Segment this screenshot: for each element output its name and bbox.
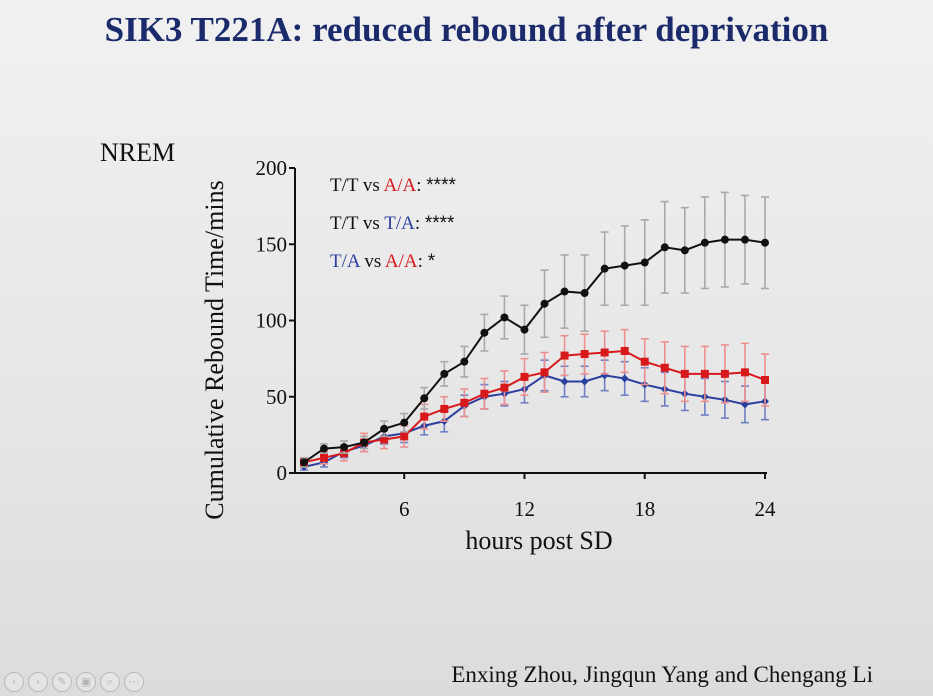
legend-group-b: A/A [383, 175, 417, 196]
zoom-icon[interactable]: ⌕ [100, 672, 120, 692]
data-point-ta [580, 377, 589, 386]
slideshow-toolbar: ‹ › ✎ ▣ ⌕ ⋯ [4, 672, 144, 692]
data-point-tt [400, 418, 409, 427]
data-point-tt [580, 289, 589, 298]
x-axis-label: hours post SD [465, 526, 613, 555]
data-point-aa [761, 375, 769, 384]
legend-significance: * [427, 251, 436, 272]
data-point-aa [420, 412, 429, 421]
legend-group-a: T/T [330, 213, 359, 234]
legend-group-b: A/A [384, 251, 418, 272]
data-point-tt [320, 444, 329, 453]
data-point-tt [300, 458, 308, 467]
legend-entry-ta-vs-aa: T/A vs A/A: * [330, 251, 436, 272]
data-point-tt [360, 438, 369, 447]
data-point-aa [680, 369, 689, 378]
data-point-aa [600, 348, 609, 357]
data-point-tt [761, 238, 769, 247]
x-tick-label: 24 [755, 497, 777, 521]
x-tick-label: 18 [634, 497, 655, 521]
legend-entry-tt-vs-aa: T/T vs A/A: **** [330, 175, 456, 196]
data-point-tt [700, 238, 709, 247]
data-point-tt [560, 287, 569, 296]
y-tick-label: 50 [266, 385, 287, 409]
data-point-tt [440, 369, 449, 378]
legend-significance: **** [426, 175, 456, 196]
data-point-tt [660, 243, 669, 252]
data-point-aa [620, 347, 629, 355]
data-point-tt [380, 424, 389, 433]
legend-group-a: T/A [330, 251, 360, 272]
y-tick-label: 0 [277, 461, 288, 485]
legend-group-b: T/A [384, 213, 415, 234]
series-line-aa [303, 349, 766, 464]
data-point-tt [340, 443, 349, 452]
data-point-aa [720, 369, 729, 378]
data-point-tt [680, 246, 689, 255]
legend-vs: vs [364, 251, 382, 272]
data-point-aa [380, 435, 389, 444]
data-point-tt [520, 325, 529, 334]
data-point-ta [740, 400, 749, 409]
data-point-aa [520, 372, 529, 381]
screen-icon[interactable]: ▣ [76, 672, 96, 692]
data-point-tt [420, 394, 429, 403]
legend-significance: **** [424, 213, 455, 234]
data-point-aa [580, 350, 589, 359]
data-point-aa [480, 389, 489, 398]
legend-vs: vs [362, 175, 380, 196]
data-point-tt [540, 299, 549, 308]
data-point-aa [740, 368, 749, 377]
data-point-aa [500, 383, 509, 392]
series-line-ta [303, 374, 766, 468]
data-point-tt [740, 235, 749, 244]
data-point-aa [640, 357, 649, 366]
previous-icon[interactable]: ‹ [4, 672, 24, 692]
data-point-ta [620, 374, 629, 383]
data-point-aa [440, 404, 449, 413]
data-point-aa [540, 368, 549, 377]
data-point-aa [320, 453, 329, 462]
data-point-aa [660, 363, 669, 372]
data-point-ta [560, 377, 569, 386]
y-tick-label: 100 [256, 309, 288, 333]
author-credits: Enxing Zhou, Jingqun Yang and Chengang L… [451, 662, 873, 687]
x-tick-label: 6 [399, 497, 410, 521]
legend-vs: vs [362, 213, 380, 234]
data-point-tt [620, 261, 629, 270]
y-tick-label: 150 [256, 232, 288, 256]
next-icon[interactable]: › [28, 672, 48, 692]
y-tick-label: 200 [256, 156, 288, 180]
data-point-aa [560, 351, 569, 360]
slide-title: SIK3 T221A: reduced rebound after depriv… [104, 10, 829, 49]
data-point-aa [700, 369, 709, 378]
data-point-tt [460, 357, 469, 366]
data-point-tt [640, 258, 649, 267]
chart-panel-label: NREM [100, 138, 176, 167]
data-point-aa [400, 432, 409, 441]
data-point-tt [720, 235, 729, 244]
chart-legend: T/T vs A/A: **** T/T vs T/A: **** T/A vs… [330, 172, 456, 286]
pen-icon[interactable]: ✎ [52, 672, 72, 692]
more-icon[interactable]: ⋯ [124, 672, 144, 692]
legend-entry-tt-vs-ta: T/T vs T/A: **** [330, 213, 455, 234]
legend-group-a: T/T [330, 175, 359, 196]
data-point-tt [600, 264, 609, 273]
data-point-tt [480, 328, 489, 337]
x-tick-label: 12 [514, 497, 535, 521]
data-point-aa [460, 398, 469, 407]
data-point-tt [500, 313, 509, 322]
